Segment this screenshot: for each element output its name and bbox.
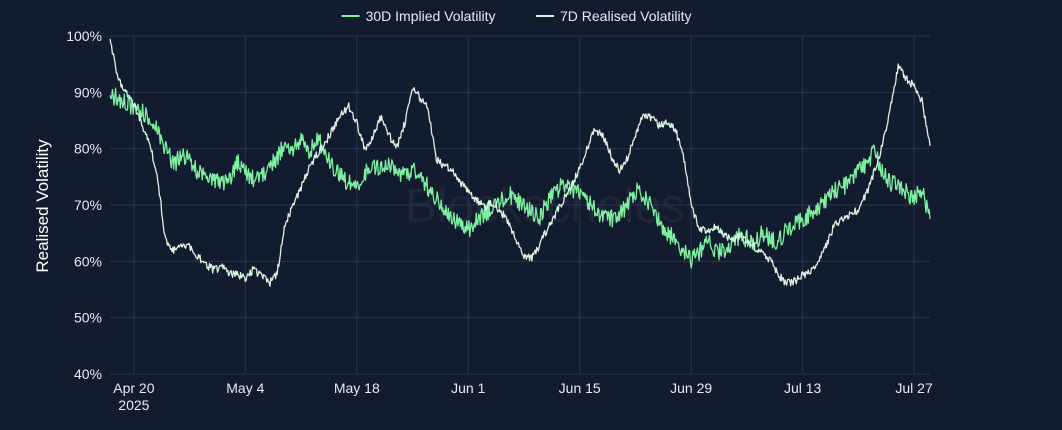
- legend-label: 7D Realised Volatility: [560, 8, 692, 24]
- x-tick-label: Jun 1: [451, 380, 485, 396]
- y-tick-label: 40%: [74, 366, 102, 382]
- x-tick-label: Jun 29: [670, 380, 712, 396]
- y-axis-ticks: 40% 50% 60% 70% 80% 90% 100%: [66, 28, 102, 382]
- y-axis-title: Realised Volatility: [33, 139, 52, 273]
- y-tick-label: 60%: [74, 253, 102, 269]
- x-tick-label: Jun 15: [559, 380, 601, 396]
- y-tick-label: 100%: [66, 28, 102, 44]
- x-tick-label: May 4: [226, 380, 264, 396]
- x-tick-label: Jul 27: [895, 380, 933, 396]
- x-tick-sublabel: 2025: [118, 397, 149, 413]
- y-tick-label: 80%: [74, 141, 102, 157]
- y-tick-label: 70%: [74, 197, 102, 213]
- watermark: Blockscholes: [405, 180, 685, 233]
- legend-label: 30D Implied Volatility: [366, 8, 496, 24]
- x-tick-label: Apr 20: [113, 380, 154, 396]
- series-line-realised-volatility: [109, 38, 931, 287]
- y-tick-label: 50%: [74, 310, 102, 326]
- y-tick-label: 90%: [74, 84, 102, 100]
- legend: 30D Implied Volatility 7D Realised Volati…: [341, 8, 692, 24]
- series-line-implied-volatility: [109, 87, 931, 269]
- x-tick-label: May 18: [334, 380, 380, 396]
- x-tick-label: Jul 13: [784, 380, 822, 396]
- series-lines: [109, 38, 931, 287]
